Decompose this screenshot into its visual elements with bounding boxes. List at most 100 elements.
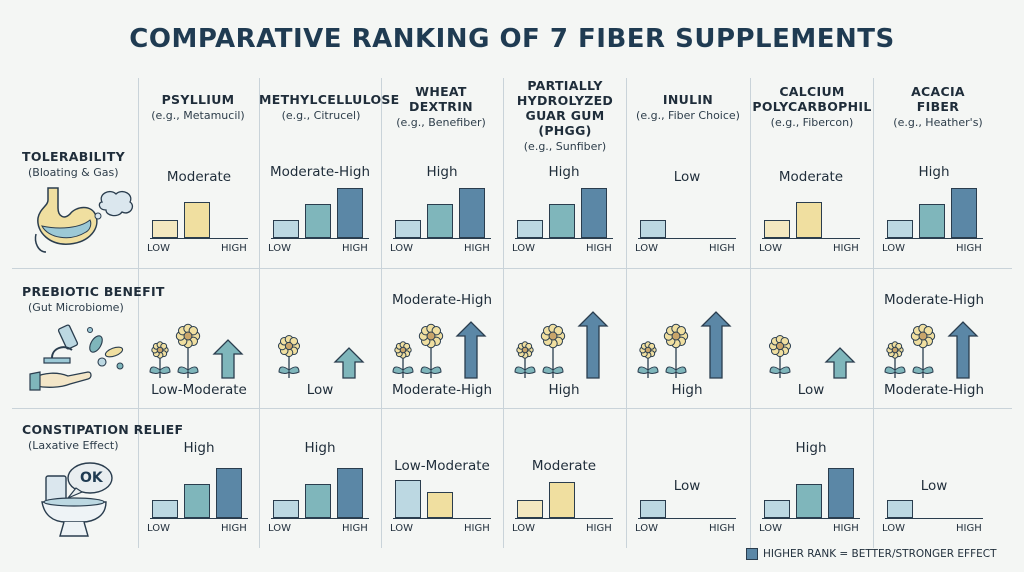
prebiotic-rating-top: Moderate-High xyxy=(391,292,493,308)
column-divider xyxy=(873,78,874,548)
column-divider xyxy=(381,78,382,548)
bar xyxy=(796,484,822,518)
supplement-name: CALCIUM POLYCARBOPHIL xyxy=(752,84,872,114)
bar xyxy=(581,188,607,238)
flower-leaf xyxy=(552,366,564,374)
flower-petal xyxy=(553,325,564,336)
axis-high-label: HIGH xyxy=(221,523,247,534)
supplement-name: WHEAT DEXTRIN xyxy=(409,84,473,114)
bar-baseline xyxy=(271,238,369,239)
constipation-rating: High xyxy=(304,440,336,456)
axis-high-label: HIGH xyxy=(464,243,490,254)
bar xyxy=(764,220,790,238)
flower-center xyxy=(775,341,785,351)
legend-label: HIGHER RANK = BETTER/STRONGER EFFECT xyxy=(763,548,997,560)
constipation-rating: Low xyxy=(673,478,701,494)
flower-center xyxy=(891,346,899,354)
axis-low-label: LOW xyxy=(635,523,658,534)
bar xyxy=(517,220,543,238)
flower-leaf xyxy=(912,366,924,374)
bar-baseline xyxy=(515,518,613,519)
constipation-rating: Low-Moderate xyxy=(394,458,490,474)
flower-leaf xyxy=(779,366,791,374)
axis-low-label: LOW xyxy=(882,243,905,254)
axis-high-label: HIGH xyxy=(464,523,490,534)
axis-high-label: HIGH xyxy=(709,243,735,254)
flower-center xyxy=(183,331,193,341)
flower-leaf xyxy=(542,366,554,374)
prebiotic-flowers-arrow xyxy=(392,321,487,379)
prebiotic-flowers-arrow xyxy=(884,321,979,379)
bar xyxy=(337,188,363,238)
flower-leaf xyxy=(637,366,649,374)
bar-baseline xyxy=(885,518,983,519)
column-divider xyxy=(259,78,260,548)
row-divider xyxy=(12,268,1012,269)
bar xyxy=(273,220,299,238)
supplement-example: (e.g., Fiber Choice) xyxy=(636,109,740,122)
prebiotic-graphic xyxy=(637,308,744,384)
bar-baseline xyxy=(638,238,736,239)
legend-swatch xyxy=(746,548,758,560)
axis-high-label: HIGH xyxy=(709,523,735,534)
flower-leaf xyxy=(884,366,896,374)
page-title: COMPARATIVE RANKING OF 7 FIBER SUPPLEMEN… xyxy=(129,24,895,54)
flower-center xyxy=(644,346,652,354)
bar-baseline xyxy=(393,238,491,239)
prebiotic-rating: Low-Moderate xyxy=(151,382,247,398)
axis-high-label: HIGH xyxy=(221,243,247,254)
axis-high-label: HIGH xyxy=(956,523,982,534)
bar xyxy=(427,204,453,238)
prebiotic-rating: Low xyxy=(306,382,334,398)
prebiotic-flowers-arrow xyxy=(149,323,244,379)
prebiotic-graphic xyxy=(884,308,991,384)
tolerability-rating: Moderate-High xyxy=(269,164,371,180)
bar xyxy=(640,220,666,238)
bar xyxy=(887,220,913,238)
bar xyxy=(951,188,977,238)
bar xyxy=(395,220,421,238)
tolerability-rating: High xyxy=(918,164,950,180)
column-divider xyxy=(138,78,139,548)
axis-low-label: LOW xyxy=(759,523,782,534)
prebiotic-rating: Moderate-High xyxy=(391,382,493,398)
prebiotic-flowers-arrow xyxy=(277,334,365,379)
bar-baseline xyxy=(762,238,860,239)
column-divider xyxy=(750,78,751,548)
bar-baseline xyxy=(638,518,736,519)
flower-leaf xyxy=(177,366,189,374)
row-subtitle-prebiotic: (Gut Microbiome) xyxy=(28,301,124,314)
column-divider xyxy=(503,78,504,548)
bar xyxy=(305,484,331,518)
bar-baseline xyxy=(393,518,491,519)
axis-low-label: LOW xyxy=(512,243,535,254)
supplement-name: PSYLLIUM xyxy=(161,92,235,107)
flower-leaf xyxy=(420,366,432,374)
prebiotic-graphic xyxy=(271,308,377,384)
tolerability-rating: Low xyxy=(673,169,701,185)
constipation-rating: High xyxy=(795,440,827,456)
prebiotic-rating: High xyxy=(671,382,703,398)
bar xyxy=(152,220,178,238)
flower-leaf xyxy=(647,366,659,374)
constipation-rating: High xyxy=(183,440,215,456)
row-title-tolerability: TOLERABILITY xyxy=(22,149,125,164)
row-subtitle-tolerability: (Bloating & Gas) xyxy=(28,166,119,179)
prebiotic-flowers-arrow xyxy=(768,334,856,379)
bar xyxy=(152,500,178,518)
flower-leaf xyxy=(288,366,300,374)
growth-arrow xyxy=(212,339,244,379)
bar xyxy=(796,202,822,238)
legend: HIGHER RANK = BETTER/STRONGER EFFECT xyxy=(746,548,997,560)
flower-leaf xyxy=(675,366,687,374)
flower-leaf xyxy=(922,366,934,374)
axis-high-label: HIGH xyxy=(586,243,612,254)
prebiotic-rating: Low xyxy=(797,382,825,398)
axis-high-label: HIGH xyxy=(586,523,612,534)
row-title-constipation: CONSTIPATION RELIEF xyxy=(22,422,184,437)
column-header-psyllium: PSYLLIUM (e.g., Metamucil) xyxy=(138,92,258,123)
prebiotic-rating: Moderate-High xyxy=(883,382,985,398)
column-header-acacia-fiber: ACACIA FIBER (e.g., Heather's) xyxy=(873,84,1003,130)
growth-arrow xyxy=(455,321,487,379)
axis-low-label: LOW xyxy=(268,243,291,254)
